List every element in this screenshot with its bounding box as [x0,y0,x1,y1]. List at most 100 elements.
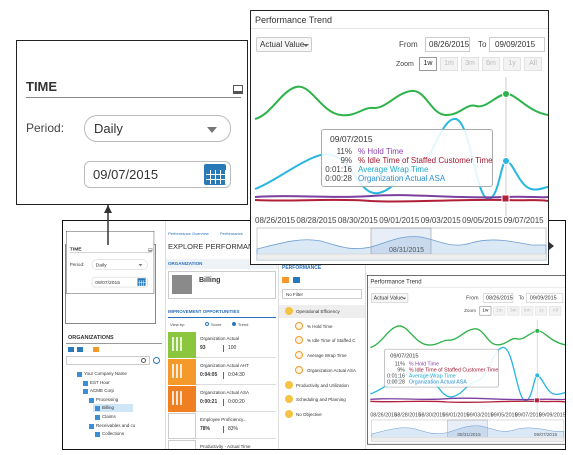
objective-icon[interactable] [285,409,293,418]
to-value: 09/09/2015 [529,294,557,301]
tree-item[interactable]: Processing [96,396,119,402]
tree-item[interactable]: EST Hour [90,379,110,385]
zoom-button[interactable]: 1m [440,57,458,71]
toolbar-icon[interactable] [293,277,300,283]
metric-icon[interactable] [295,336,303,345]
from-date[interactable]: 08/26/2015 [483,292,514,303]
toolbar-icon[interactable] [68,347,74,352]
navigator-window [370,227,432,255]
performance-trend: 08/26/2015 08/28/2015 08/30/2015 09/01/2015… [250,10,549,265]
breadcrumb[interactable]: Performance Overview [168,231,209,236]
metric[interactable]: Organization Actual ASA [307,367,357,373]
tree-icon [89,397,94,403]
tooltip-label: % Hold Time [408,360,440,367]
zoom-button[interactable]: 3m [507,306,520,316]
zoom-button[interactable]: All [549,306,562,316]
trend-line [254,194,548,199]
toolbar-icon[interactable] [282,277,289,283]
metric[interactable]: % Idle Time of Staffed C [307,338,356,344]
collapse-icon[interactable] [148,248,153,252]
tree-icon [95,415,100,420]
trend-line [370,400,565,404]
measure-select[interactable]: Actual Value [256,37,312,52]
tooltip-value: 0:00:28 [325,174,352,183]
breadcrumb[interactable]: Performance [220,231,243,236]
toolbar-icon[interactable] [93,347,99,352]
card[interactable] [168,386,276,412]
radio[interactable] [232,322,236,326]
search-box[interactable] [66,356,150,365]
navigator-label: 08/31/2015 [457,432,481,437]
to-date[interactable]: 09/09/2015 [525,292,564,303]
card[interactable] [168,413,276,439]
objective-icon[interactable] [285,307,293,315]
metric[interactable]: Average Wrap Time [307,353,347,359]
period-select[interactable]: Daily [84,115,231,142]
tree-item[interactable]: Receivables and co [96,422,136,428]
to-date[interactable]: 09/09/2015 [489,37,545,52]
card-name: Organization Actual ASA [200,390,250,395]
tooltip: 09/07/2015 11%% Hold Time 9%% Idle Time of… [384,348,499,388]
objective[interactable]: No Objective [296,411,322,417]
radio[interactable] [205,322,209,326]
tooltip-label: Organization Actual ASA [358,174,446,183]
navigator-label: 08/31/2015 [389,247,424,254]
tooltip-value: 9% [397,366,405,373]
rule [168,317,276,318]
scroll-arrow[interactable] [549,242,558,250]
zoom-button[interactable]: 1w [479,306,492,316]
from-date[interactable]: 08/26/2015 [425,37,470,52]
measure-select[interactable]: Actual Value [370,292,409,303]
tooltip-date: 09/07/2015 [390,352,419,359]
collapse-icon[interactable] [233,85,243,94]
zoom-button[interactable]: 1y [503,57,521,71]
card[interactable] [168,359,276,385]
metric-icon[interactable] [295,351,303,360]
hover-point [534,397,540,404]
calendar-icon[interactable] [204,164,226,185]
zoom-label: Zoom [396,61,414,68]
zoom-button[interactable]: 1y [535,306,548,316]
date-input[interactable]: 09/07/2015 [84,161,231,188]
zoom-button[interactable]: 6m [482,57,500,71]
objective[interactable]: Productivity and Utilization [296,382,349,388]
zoom-button[interactable]: All [524,57,542,71]
filter-select[interactable]: No Filter [282,289,362,299]
calendar-icon[interactable] [137,278,146,287]
zoom-button[interactable]: 6m [521,306,534,316]
objective-icon[interactable] [285,395,293,404]
objective-icon[interactable] [285,380,293,389]
period-select[interactable]: Daily [91,259,148,270]
add-button[interactable] [153,357,160,364]
from-label: From [466,294,479,301]
metric-icon[interactable] [295,365,303,374]
tree-item[interactable]: Your Company Name [84,371,127,376]
tree-item[interactable]: Billing [102,405,115,411]
toolbar-icon[interactable] [77,347,83,352]
card-icon-bars [172,418,182,432]
metric-icon[interactable] [295,321,303,330]
date-input[interactable]: 09/07/2015 [91,276,148,288]
tree-item[interactable]: Claims [102,414,116,419]
from-label: From [399,40,418,49]
x-tick-label: 09/05/2015 [491,413,518,419]
zoom-button[interactable]: 3m [461,57,479,71]
card-target: 0:04:30 [228,372,245,378]
search-icon [141,358,146,363]
zoom-button[interactable]: 1m [493,306,506,316]
tree-item[interactable]: ACME Corp [90,388,115,394]
card-name: Organization Actual [200,336,240,341]
caret [402,297,407,302]
objective[interactable]: Operational Efficiency [296,309,340,314]
trend-title: Performance Trend [255,15,333,25]
zoom-button[interactable]: 1w [419,57,437,71]
tree-item[interactable]: Collections [102,431,125,437]
section-title: PERFORMANCE [282,265,322,271]
tree-icon [95,432,100,438]
card-target: 83% [228,426,239,432]
metric[interactable]: % Hold Time [307,323,333,329]
objective[interactable]: Scheduling and Planning [296,397,346,403]
tooltip-label: Average Wrap Time [358,165,429,174]
trend-chart: 08/26/201508/28/201508/30/201509/01/2015… [370,319,565,442]
card[interactable] [168,332,276,358]
